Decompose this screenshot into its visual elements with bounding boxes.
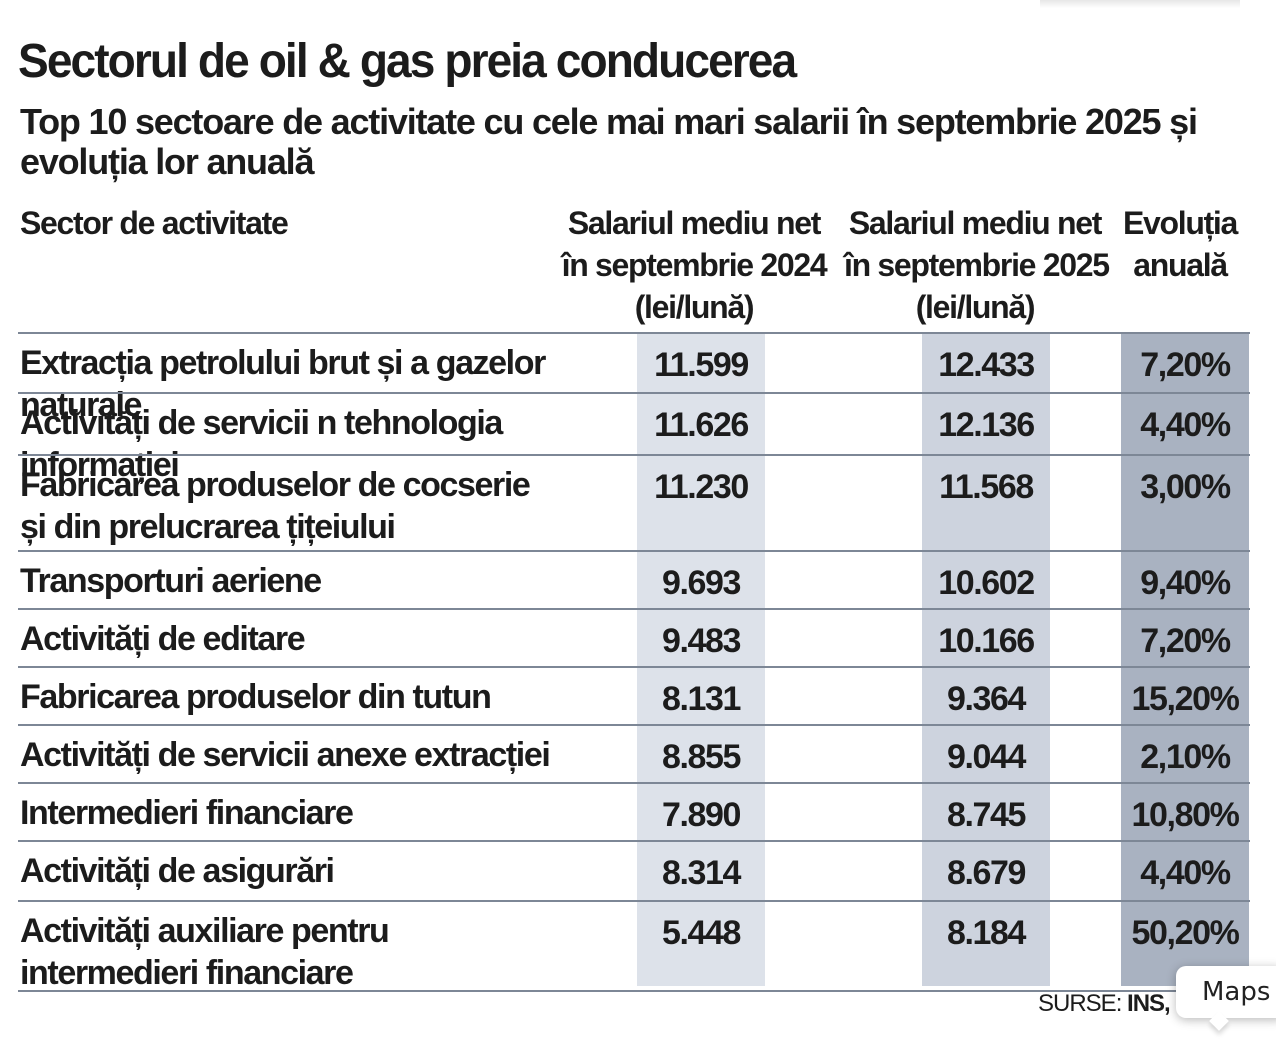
- page-title: Sectorul de oil & gas preia conducerea: [18, 35, 797, 88]
- header-salary-2024: Salariul mediu net în septembrie 2024 (l…: [560, 202, 828, 328]
- sector-name: Activități auxiliare pentru intermedieri…: [20, 912, 390, 992]
- salary-2024: 7.890: [661, 796, 741, 834]
- annual-evolution: 2,10%: [1140, 738, 1231, 776]
- table-row: Activități de asigurări 8.314 8.679 4,40…: [18, 840, 1250, 900]
- annual-evolution: 9,40%: [1140, 564, 1231, 602]
- table-row: Activități de editare 9.483 10.166 7,20%: [18, 608, 1250, 666]
- header-line: anuală: [1133, 247, 1228, 283]
- salary-2025: 9.364: [946, 680, 1026, 718]
- table-row: Extracția petrolului brut și a gazelor n…: [18, 332, 1250, 424]
- salary-2024: 11.626: [654, 406, 749, 444]
- annual-evolution: 4,40%: [1140, 406, 1231, 444]
- salary-2025: 8.184: [946, 914, 1026, 952]
- sector-name: Activități de editare: [20, 620, 306, 658]
- table-row: Activități de servicii n tehnologia info…: [18, 392, 1250, 484]
- annual-evolution: 50,20%: [1131, 914, 1240, 952]
- salary-2025: 12.433: [938, 346, 1035, 384]
- header-line: în septembrie 2024: [561, 247, 828, 283]
- salary-2025: 12.136: [938, 406, 1035, 444]
- salary-2024: 8.855: [661, 738, 741, 776]
- annual-evolution: 4,40%: [1140, 854, 1231, 892]
- sector-name: Fabricarea produselor din tutun: [20, 678, 492, 716]
- table-row: Activități auxiliare pentru intermedieri…: [18, 900, 1250, 992]
- salary-2024: 8.131: [661, 680, 741, 718]
- annual-evolution: 7,20%: [1140, 346, 1231, 384]
- sector-name: Intermedieri financiare: [20, 794, 354, 832]
- annual-evolution: 10,80%: [1131, 796, 1240, 834]
- table-row: Activități de servicii anexe extracției …: [18, 724, 1250, 782]
- sector-name: Activități de servicii n tehnologia info…: [20, 404, 503, 484]
- header-line: Salariul mediu net: [567, 205, 822, 241]
- maps-tooltip[interactable]: Maps: [1176, 966, 1276, 1031]
- header-line: Salariul mediu net: [848, 205, 1103, 241]
- salary-2024: 11.599: [654, 346, 749, 384]
- table-row: Transporturi aeriene 9.693 10.602 9,40%: [18, 550, 1250, 608]
- table-row: Intermedieri financiare 7.890 8.745 10,8…: [18, 782, 1250, 840]
- header-line: (lei/lună): [915, 289, 1036, 325]
- salary-2024: 9.693: [661, 564, 741, 602]
- salary-2025: 10.166: [938, 622, 1035, 660]
- column-stripe-2025: [922, 334, 1050, 986]
- source-label: SURSE:: [1038, 990, 1122, 1017]
- header-line: (lei/lună): [634, 289, 755, 325]
- header-line: în septembrie 2025: [844, 247, 1110, 283]
- column-stripe-evolution: [1121, 334, 1249, 986]
- sector-name: Activități de servicii anexe extracției: [20, 736, 551, 774]
- annual-evolution: 15,20%: [1131, 680, 1240, 718]
- sector-name: Activități de asigurări: [20, 852, 335, 890]
- cropped-header-fragment: [1040, 0, 1240, 8]
- maps-tooltip-label: Maps: [1202, 977, 1271, 1007]
- table-row: Fabricarea produselor din tutun 8.131 9.…: [18, 666, 1250, 724]
- page-subtitle: Top 10 sectoare de activitate cu cele ma…: [20, 101, 1198, 182]
- tooltip-tail: [1209, 1011, 1229, 1031]
- sector-name: Extracția petrolului brut și a gazelor n…: [20, 344, 546, 424]
- salary-2025: 9.044: [946, 738, 1026, 776]
- header-salary-2025: Salariul mediu net în septembrie 2025 (l…: [844, 202, 1110, 328]
- sector-name: Fabricarea produselor de cocserie și din…: [20, 466, 531, 546]
- table-row: Fabricarea produselor de cocserie și din…: [18, 454, 1250, 550]
- header-annual-evolution: Evoluția anuală: [1110, 202, 1250, 286]
- salary-2024: 5.448: [661, 914, 741, 952]
- salary-2024: 9.483: [661, 622, 741, 660]
- column-stripe-2024: [637, 334, 765, 986]
- annual-evolution: 3,00%: [1140, 468, 1231, 506]
- annual-evolution: 7,20%: [1140, 622, 1231, 660]
- header-sector: Sector de activitate: [20, 205, 289, 241]
- salary-2025: 11.568: [939, 468, 1034, 506]
- salary-table: Extracția petrolului brut și a gazelor n…: [18, 332, 1250, 992]
- salary-2025: 10.602: [938, 564, 1035, 602]
- salary-2024: 8.314: [661, 854, 741, 892]
- salary-2025: 8.679: [946, 854, 1026, 892]
- salary-2024: 11.230: [654, 468, 749, 506]
- sector-name: Transporturi aeriene: [20, 562, 322, 600]
- header-line: Evoluția: [1122, 205, 1238, 241]
- salary-2025: 8.745: [946, 796, 1026, 834]
